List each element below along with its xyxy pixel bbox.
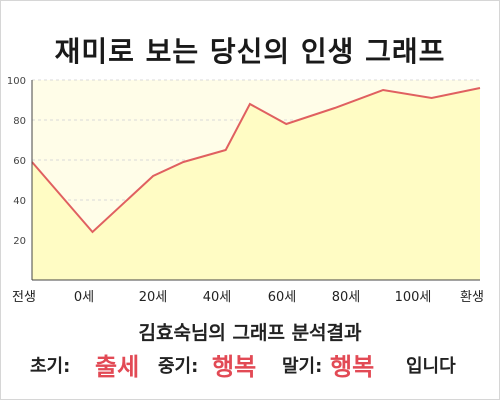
y-tick-label: 100 — [7, 76, 26, 87]
ending-text: 입니다 — [406, 356, 456, 377]
y-tick-label: 80 — [13, 116, 26, 127]
early-label: 초기: — [30, 356, 71, 377]
y-axis-ticks: 20 40 60 80 100 — [7, 76, 26, 247]
late-value: 행복 — [330, 353, 375, 381]
x-axis-ticks: 전생 0세 20세 40세 60세 80세 100세 환생 — [12, 290, 484, 305]
life-line — [31, 87, 481, 234]
early-value: 출세 — [95, 353, 140, 381]
x-tick-label: 60세 — [268, 290, 297, 305]
y-tick-label: 20 — [13, 236, 26, 247]
x-tick-label: 환생 — [460, 290, 484, 305]
x-tick-label: 100세 — [395, 290, 432, 305]
x-tick-label: 40세 — [203, 290, 232, 305]
y-tick-label: 60 — [13, 156, 26, 167]
y-tick-label: 40 — [13, 196, 26, 207]
middle-value: 행복 — [212, 353, 257, 381]
x-tick-label: 0세 — [74, 290, 94, 305]
life-area-fill — [32, 88, 480, 280]
result-stages: 초기: 출세 중기: 행복 말기: 행복 입니다 — [0, 344, 500, 384]
x-tick-label: 20세 — [139, 290, 168, 305]
late-label: 말기: — [282, 356, 323, 377]
x-tick-label: 전생 — [12, 290, 36, 305]
chart-title: 재미로 보는 당신의 인생 그래프 — [54, 35, 446, 68]
x-tick-label: 80세 — [332, 290, 361, 305]
middle-label: 중기: — [158, 356, 199, 377]
result-heading: 김효숙님의 그래프 분석결과 — [138, 322, 362, 344]
